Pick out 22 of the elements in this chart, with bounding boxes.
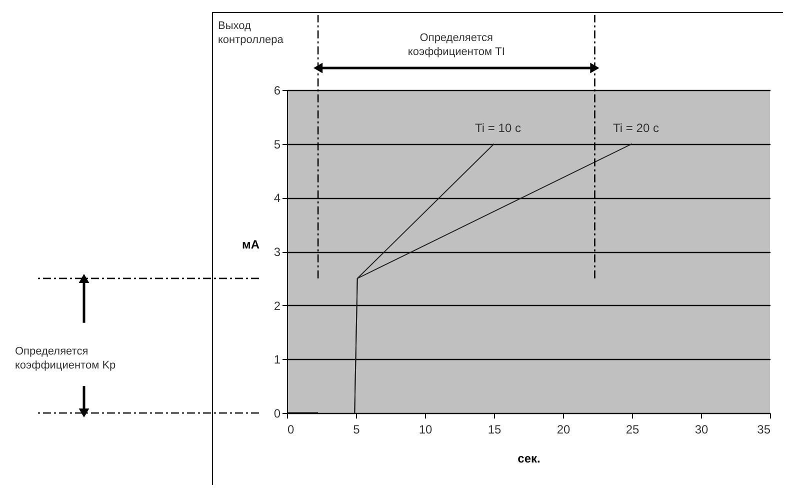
x-tick-label: 5 bbox=[353, 422, 360, 436]
x-tick-label: 35 bbox=[757, 422, 771, 436]
y-tick-label: 0 bbox=[274, 406, 281, 420]
series-label: Ti = 10 с bbox=[475, 120, 521, 135]
x-tick-label: 15 bbox=[488, 422, 502, 436]
text: Определяется коэффициентом Kp bbox=[15, 346, 116, 372]
y-axis-title: мА bbox=[242, 238, 260, 252]
series-label: Ti = 20 с bbox=[613, 120, 659, 135]
y-tick-label: 4 bbox=[274, 191, 281, 206]
text: Определяется коэффициентом TI bbox=[408, 32, 505, 58]
x-tick-label: 30 bbox=[694, 422, 708, 436]
x-tick-label: 25 bbox=[626, 422, 640, 436]
y-tick-label: 1 bbox=[274, 352, 281, 367]
x-tick-label: 10 bbox=[418, 422, 432, 436]
y-tick-label: 2 bbox=[274, 298, 281, 313]
x-tick-label: 0 bbox=[288, 422, 294, 436]
y-tick-label: 6 bbox=[274, 84, 281, 98]
x-axis-title: сек. bbox=[518, 452, 540, 466]
x-tick-label: 20 bbox=[556, 422, 570, 436]
y-tick-label: 3 bbox=[274, 245, 281, 259]
y-tick-label: 5 bbox=[274, 137, 281, 152]
text: Выход контроллера bbox=[218, 20, 284, 46]
